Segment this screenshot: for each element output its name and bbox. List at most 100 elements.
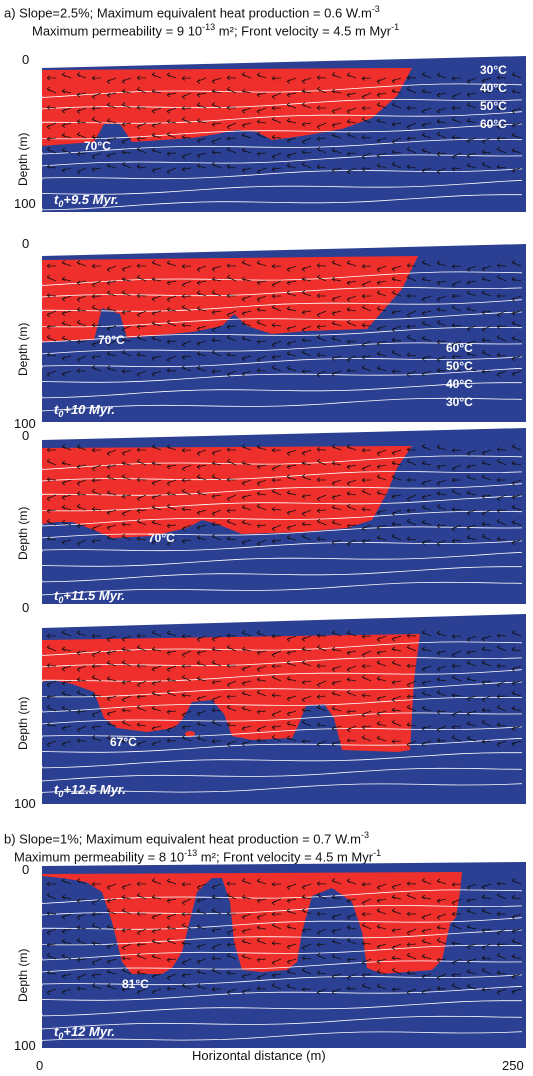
- velocity-arrow: [496, 324, 507, 329]
- velocity-arrow: [451, 293, 462, 299]
- velocity-arrow: [346, 677, 357, 682]
- y-tick-top: 0: [22, 236, 30, 251]
- velocity-arrow: [436, 368, 447, 373]
- velocity-arrow: [46, 447, 57, 453]
- velocity-arrow: [226, 988, 237, 995]
- velocity-arrow: [331, 460, 342, 466]
- velocity-arrow: [211, 739, 222, 744]
- velocity-arrow: [496, 680, 507, 688]
- velocity-arrow: [481, 460, 492, 466]
- velocity-arrow: [106, 958, 117, 965]
- velocity-arrow: [46, 334, 57, 342]
- velocity-arrow: [106, 509, 117, 516]
- velocity-arrow: [331, 953, 342, 960]
- velocity-arrow: [46, 952, 57, 960]
- velocity-arrow: [91, 692, 102, 698]
- velocity-arrow: [61, 690, 72, 697]
- velocity-arrow: [376, 325, 387, 332]
- velocity-arrow: [511, 310, 522, 316]
- velocity-arrow: [421, 355, 432, 361]
- velocity-arrow: [211, 494, 222, 499]
- velocity-arrow: [226, 892, 237, 900]
- velocity-arrow: [226, 352, 237, 357]
- velocity-arrow: [376, 943, 387, 950]
- velocity-arrow: [121, 967, 132, 975]
- velocity-arrow: [151, 370, 162, 377]
- velocity-arrow: [436, 307, 447, 312]
- velocity-arrow: [241, 355, 252, 361]
- velocity-arrow: [241, 725, 252, 731]
- velocity-arrow: [121, 310, 132, 315]
- velocity-arrow: [316, 494, 327, 502]
- velocity-arrow: [61, 494, 72, 500]
- velocity-arrow: [211, 967, 222, 975]
- velocity-arrow: [196, 340, 207, 347]
- velocity-arrow: [286, 92, 297, 98]
- velocity-arrow: [466, 102, 477, 109]
- velocity-arrow: [166, 878, 177, 885]
- velocity-arrow: [361, 882, 372, 887]
- velocity-arrow: [256, 280, 267, 286]
- velocity-arrow: [361, 941, 372, 946]
- velocity-arrow: [466, 365, 477, 372]
- velocity-arrow: [331, 539, 342, 545]
- velocity-arrow: [376, 509, 387, 516]
- velocity-arrow: [271, 92, 282, 100]
- velocity-arrow: [196, 509, 207, 516]
- isotherm-line: [42, 581, 523, 596]
- velocity-arrow: [421, 460, 432, 466]
- velocity-arrow: [391, 509, 402, 517]
- velocity-arrow: [286, 908, 297, 915]
- velocity-arrow: [226, 324, 237, 330]
- velocity-arrow: [481, 161, 492, 169]
- velocity-arrow: [316, 334, 327, 342]
- velocity-arrow: [406, 663, 417, 669]
- velocity-arrow: [151, 494, 162, 500]
- velocity-arrow: [391, 635, 402, 642]
- velocity-arrow: [511, 460, 522, 466]
- velocity-arrow: [316, 447, 327, 452]
- velocity-arrow: [166, 738, 177, 743]
- velocity-arrow: [346, 925, 357, 930]
- velocity-arrow: [136, 704, 147, 712]
- isotherm-line: [42, 271, 523, 286]
- velocity-arrow: [241, 913, 252, 920]
- isotherm-line: [42, 495, 523, 512]
- velocity-arrow: [451, 538, 462, 544]
- velocity-arrow: [301, 908, 312, 915]
- velocity-arrow: [436, 479, 447, 486]
- velocity-arrow: [346, 898, 357, 904]
- velocity-arrow: [136, 740, 147, 747]
- velocity-arrow: [286, 710, 297, 717]
- velocity-arrow: [391, 310, 402, 315]
- isotherm-line: [42, 397, 523, 412]
- velocity-arrow: [496, 518, 507, 526]
- velocity-arrow: [361, 539, 372, 544]
- velocity-arrow: [481, 695, 492, 702]
- velocity-arrow: [391, 533, 402, 541]
- velocity-arrow: [136, 694, 147, 700]
- velocity-arrow: [406, 477, 417, 483]
- velocity-arrow: [241, 878, 252, 885]
- velocity-arrow: [226, 663, 237, 668]
- velocity-arrow: [316, 988, 327, 995]
- velocity-arrow: [436, 957, 447, 963]
- velocity-arrow: [316, 136, 327, 142]
- velocity-arrow: [106, 152, 117, 159]
- isotherm-lines: [42, 641, 523, 794]
- velocity-arrow: [181, 92, 192, 100]
- isotherm-line: [42, 737, 523, 753]
- velocity-arrow: [421, 132, 432, 139]
- isotherm-label-50: 50°C: [446, 359, 473, 373]
- velocity-arrow: [466, 695, 477, 702]
- velocity-arrow: [421, 928, 432, 934]
- velocity-arrow: [496, 293, 507, 299]
- velocity-arrow: [346, 986, 357, 991]
- velocity-arrow: [376, 137, 387, 144]
- velocity-arrow: [181, 448, 192, 453]
- velocity-arrow: [451, 116, 462, 124]
- velocity-arrow: [46, 663, 57, 668]
- velocity-arrow: [166, 260, 177, 267]
- velocity-arrow: [166, 280, 177, 286]
- velocity-arrow: [61, 167, 72, 173]
